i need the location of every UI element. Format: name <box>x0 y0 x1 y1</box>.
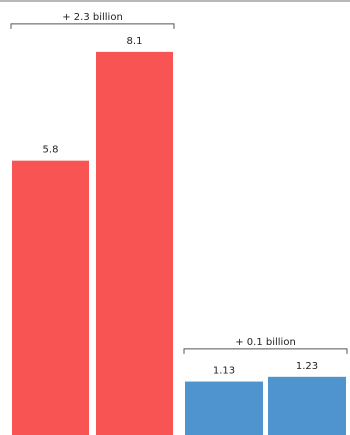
top-edge-divider <box>0 0 350 2</box>
value-label-1: 5.8 <box>43 145 59 156</box>
difference-label-2: + 0.1 billion <box>235 337 296 348</box>
difference-bracket-2 <box>183 348 348 354</box>
difference-brackets-layer: + 2.3 billion + 0.1 billion <box>10 12 348 354</box>
bar-4 <box>268 376 346 435</box>
bar-1 <box>12 160 89 435</box>
difference-label-1: + 2.3 billion <box>62 12 123 23</box>
value-labels-layer: 5.8 8.1 1.13 1.23 <box>43 36 319 377</box>
value-label-2: 8.1 <box>127 36 143 47</box>
bar-2 <box>96 51 173 435</box>
value-label-3: 1.13 <box>213 366 235 377</box>
bar-3 <box>185 381 263 435</box>
value-label-4: 1.23 <box>296 361 318 372</box>
bars-layer <box>12 51 346 435</box>
difference-bracket-1 <box>10 23 175 29</box>
